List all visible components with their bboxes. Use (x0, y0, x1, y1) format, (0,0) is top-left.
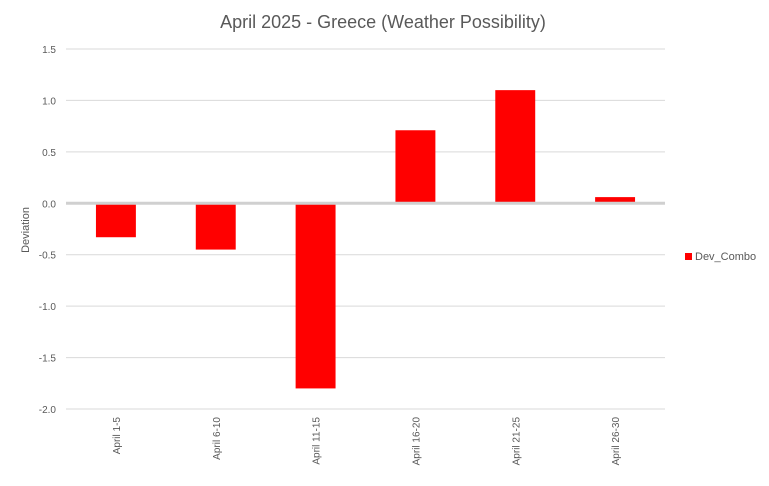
bar-6 (595, 197, 636, 204)
legend-swatch (685, 253, 692, 260)
bar-2 (195, 203, 236, 250)
y-tick-label: -0.5 (39, 251, 57, 262)
x-tick-label: April 21-25 (511, 417, 522, 466)
y-tick-label: -2.0 (39, 405, 57, 416)
bar-5 (495, 90, 536, 204)
y-tick-label: 0.0 (42, 199, 56, 210)
x-tick-label: April 6-10 (212, 417, 223, 460)
bar-4 (395, 130, 436, 204)
bar-3 (295, 203, 336, 389)
gridlines (66, 48, 665, 410)
x-tick-label: April 16-20 (411, 417, 422, 466)
x-axis-ticks: April 1-5 April 6-10 April 11-15 April 16-2… (112, 417, 622, 466)
y-axis-ticks: 1.5 1.0 0.5 0.0 -0.5 -1.0 -1.5 -2.0 (39, 45, 57, 416)
x-tick-label: April 11-15 (312, 417, 323, 465)
y-tick-label: -1.0 (39, 302, 57, 313)
x-tick-label: April 1-5 (112, 417, 123, 455)
legend: Dev_Combo (685, 251, 756, 263)
bars (95, 90, 636, 389)
y-tick-label: -1.5 (39, 354, 57, 365)
x-tick-label: April 26-30 (611, 417, 622, 466)
y-axis-title: Deviation (20, 207, 32, 253)
bar-1 (95, 203, 136, 238)
y-tick-label: 1.5 (42, 45, 56, 56)
chart-title: April 2025 - Greece (Weather Possibility… (220, 12, 546, 32)
y-tick-label: 0.5 (42, 148, 56, 159)
y-tick-label: 1.0 (42, 96, 56, 107)
legend-label: Dev_Combo (695, 251, 756, 263)
